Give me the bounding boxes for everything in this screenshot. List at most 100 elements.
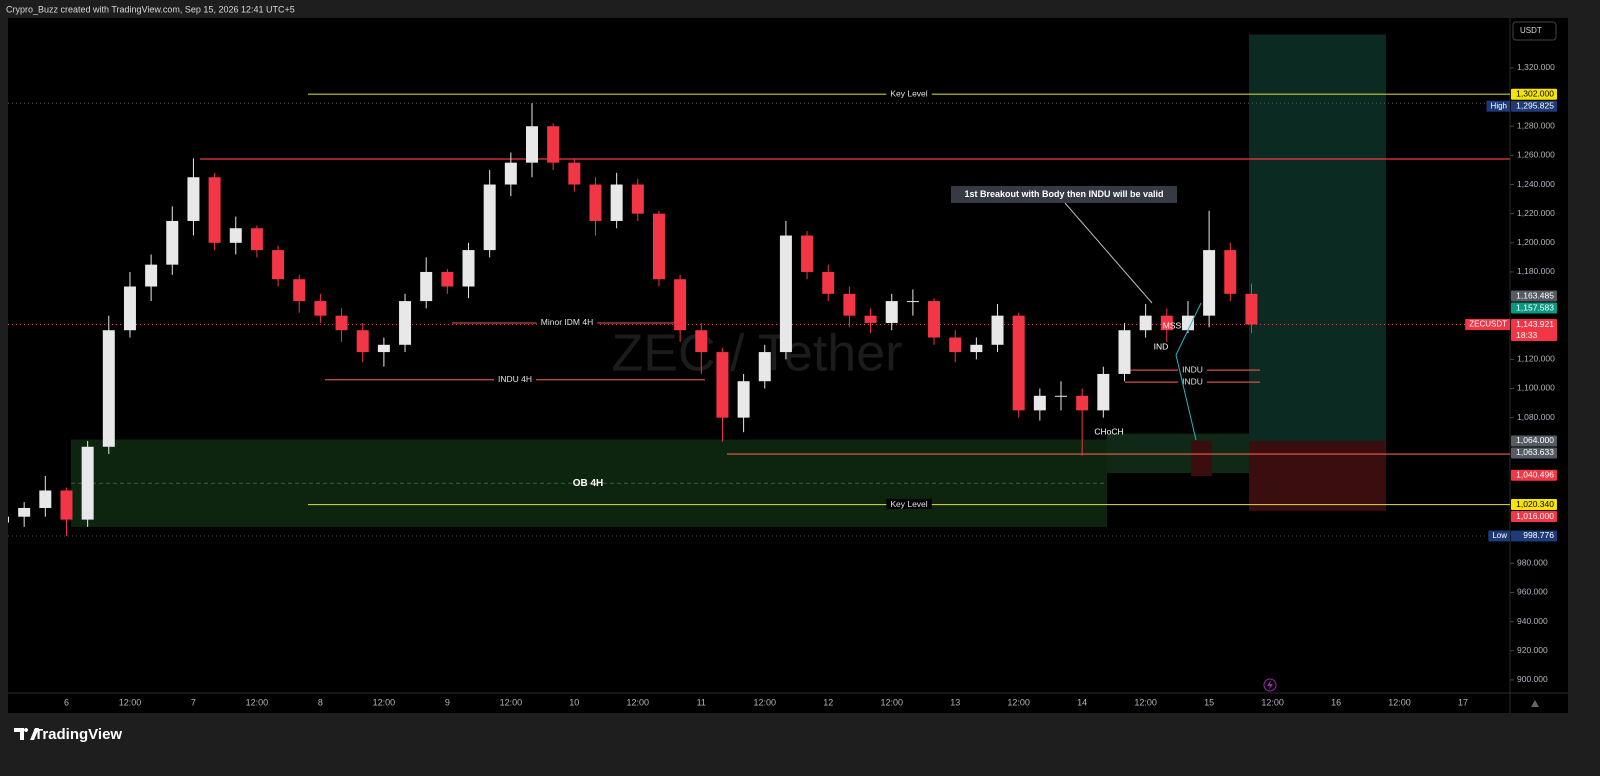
price-tag-name-bg — [1465, 319, 1511, 331]
candle-body — [547, 126, 560, 163]
y-tick-label: 1,220.000 — [1517, 208, 1555, 218]
level-label: INDU — [1182, 376, 1203, 386]
price-tag — [1511, 302, 1557, 314]
y-tick-label: 940.000 — [1517, 616, 1548, 626]
price-tag-label: 1,063.633 — [1516, 447, 1554, 457]
x-tick-label: 12:00 — [373, 697, 396, 707]
candle-body — [822, 271, 835, 294]
candle-body — [441, 271, 454, 287]
level-label-bg — [886, 498, 932, 509]
candle-body — [1139, 315, 1152, 331]
candle-body — [758, 352, 771, 382]
candle-body — [81, 446, 94, 520]
price-tag — [1511, 530, 1557, 542]
candle-body — [8, 516, 9, 523]
candle-body — [674, 279, 687, 331]
candle-body — [695, 330, 708, 353]
x-tick-label: 17 — [1458, 697, 1468, 707]
candle-body — [399, 301, 412, 345]
price-tag — [1511, 447, 1557, 459]
annotation: CHoCH — [1094, 426, 1123, 436]
price-tag-label: 1,020.340 — [1516, 499, 1554, 509]
price-tag-name: Low — [1492, 531, 1507, 540]
price-tag-label: 998.776 — [1523, 530, 1554, 540]
candle-body — [187, 177, 200, 221]
price-tag-label: 1,163.485 — [1516, 290, 1554, 300]
price-tag — [1511, 100, 1557, 112]
x-tick-label: 16 — [1331, 697, 1341, 707]
candle-body — [737, 381, 750, 418]
x-tick-label: 12:00 — [119, 697, 142, 707]
y-tick-label: 1,120.000 — [1517, 354, 1555, 364]
y-tick-label: 900.000 — [1517, 674, 1548, 684]
y-tick-label: 1,280.000 — [1517, 121, 1555, 131]
level-label-bg — [493, 374, 537, 385]
candle-body — [1097, 373, 1110, 411]
candle-body — [970, 344, 983, 353]
price-tag-name-bg — [1488, 530, 1511, 542]
candle-body — [864, 315, 877, 323]
candle-body — [123, 286, 136, 331]
y-tick-label: 1,180.000 — [1517, 266, 1555, 276]
level-label: Minor IDM 4H — [541, 317, 593, 327]
y-tick-label: 980.000 — [1517, 558, 1548, 568]
annotation-box — [951, 186, 1177, 203]
x-tick-label: 12 — [823, 697, 833, 707]
candle-body — [801, 235, 814, 272]
price-tag — [1511, 290, 1557, 302]
x-tick-label: 12:00 — [1261, 697, 1284, 707]
annotation-arrow — [1175, 354, 1197, 441]
candle-body — [1118, 330, 1131, 374]
x-tick-label: 12:00 — [880, 697, 903, 707]
price-tag-label: 1,295.825 — [1516, 100, 1554, 110]
alert-icon[interactable] — [1263, 678, 1277, 692]
x-tick-label: 8 — [318, 697, 323, 707]
x-tick-label: 14 — [1077, 697, 1087, 707]
price-tag — [1511, 511, 1557, 523]
candle-body — [356, 330, 369, 353]
scroll-icon[interactable] — [1531, 700, 1539, 707]
currency-box[interactable] — [1512, 21, 1557, 41]
level-label: INDU — [1182, 364, 1203, 374]
level-label-bg — [1178, 376, 1207, 387]
candle-body — [906, 301, 919, 303]
x-tick-label: 12:00 — [753, 697, 776, 707]
level-label: INDU 4H — [498, 374, 532, 384]
price-tag-label: 1,064.000 — [1516, 435, 1554, 445]
candle-body — [1076, 395, 1089, 411]
candle-body — [843, 293, 856, 316]
candle-body — [39, 490, 52, 508]
x-tick-label: 12:00 — [1134, 697, 1157, 707]
price-tag — [1511, 469, 1557, 481]
x-tick-label: 7 — [191, 697, 196, 707]
annotation: MSS — [1163, 320, 1182, 330]
candle-body — [314, 301, 327, 316]
x-tick-label: 6 — [64, 697, 69, 707]
currency: USDT — [1520, 26, 1542, 35]
candle-body — [60, 490, 73, 520]
price-tag — [1511, 88, 1557, 100]
price-tag-label: 1,016.000 — [1516, 511, 1554, 521]
candle-body — [652, 213, 665, 280]
alert-icon — [1267, 680, 1273, 690]
candle-body — [483, 184, 496, 251]
price-tag — [1511, 435, 1557, 447]
x-tick-label: 12:00 — [1007, 697, 1030, 707]
x-tick-label: 12:00 — [1388, 697, 1411, 707]
candle-body — [504, 162, 517, 185]
price-tag-countdown: 18:33 — [1516, 330, 1538, 340]
watermark: ZEC / Tether — [612, 325, 903, 383]
candle-body — [145, 264, 158, 287]
candle-body — [377, 344, 390, 353]
annotation: 1st Breakout with Body then INDU will be… — [964, 189, 1163, 199]
price-tag-label: 1,157.583 — [1516, 302, 1554, 312]
candle-body — [1055, 395, 1067, 397]
x-tick-label: 11 — [697, 697, 706, 707]
price-tag-label: 1,143.921 — [1516, 319, 1554, 329]
candle-body — [462, 250, 475, 287]
price-tag-name: High — [1491, 101, 1507, 110]
candle-body — [1033, 395, 1046, 411]
x-tick-label: 15 — [1204, 697, 1214, 707]
level-label: Key Level — [890, 499, 927, 509]
x-tick-label: 9 — [445, 697, 450, 707]
